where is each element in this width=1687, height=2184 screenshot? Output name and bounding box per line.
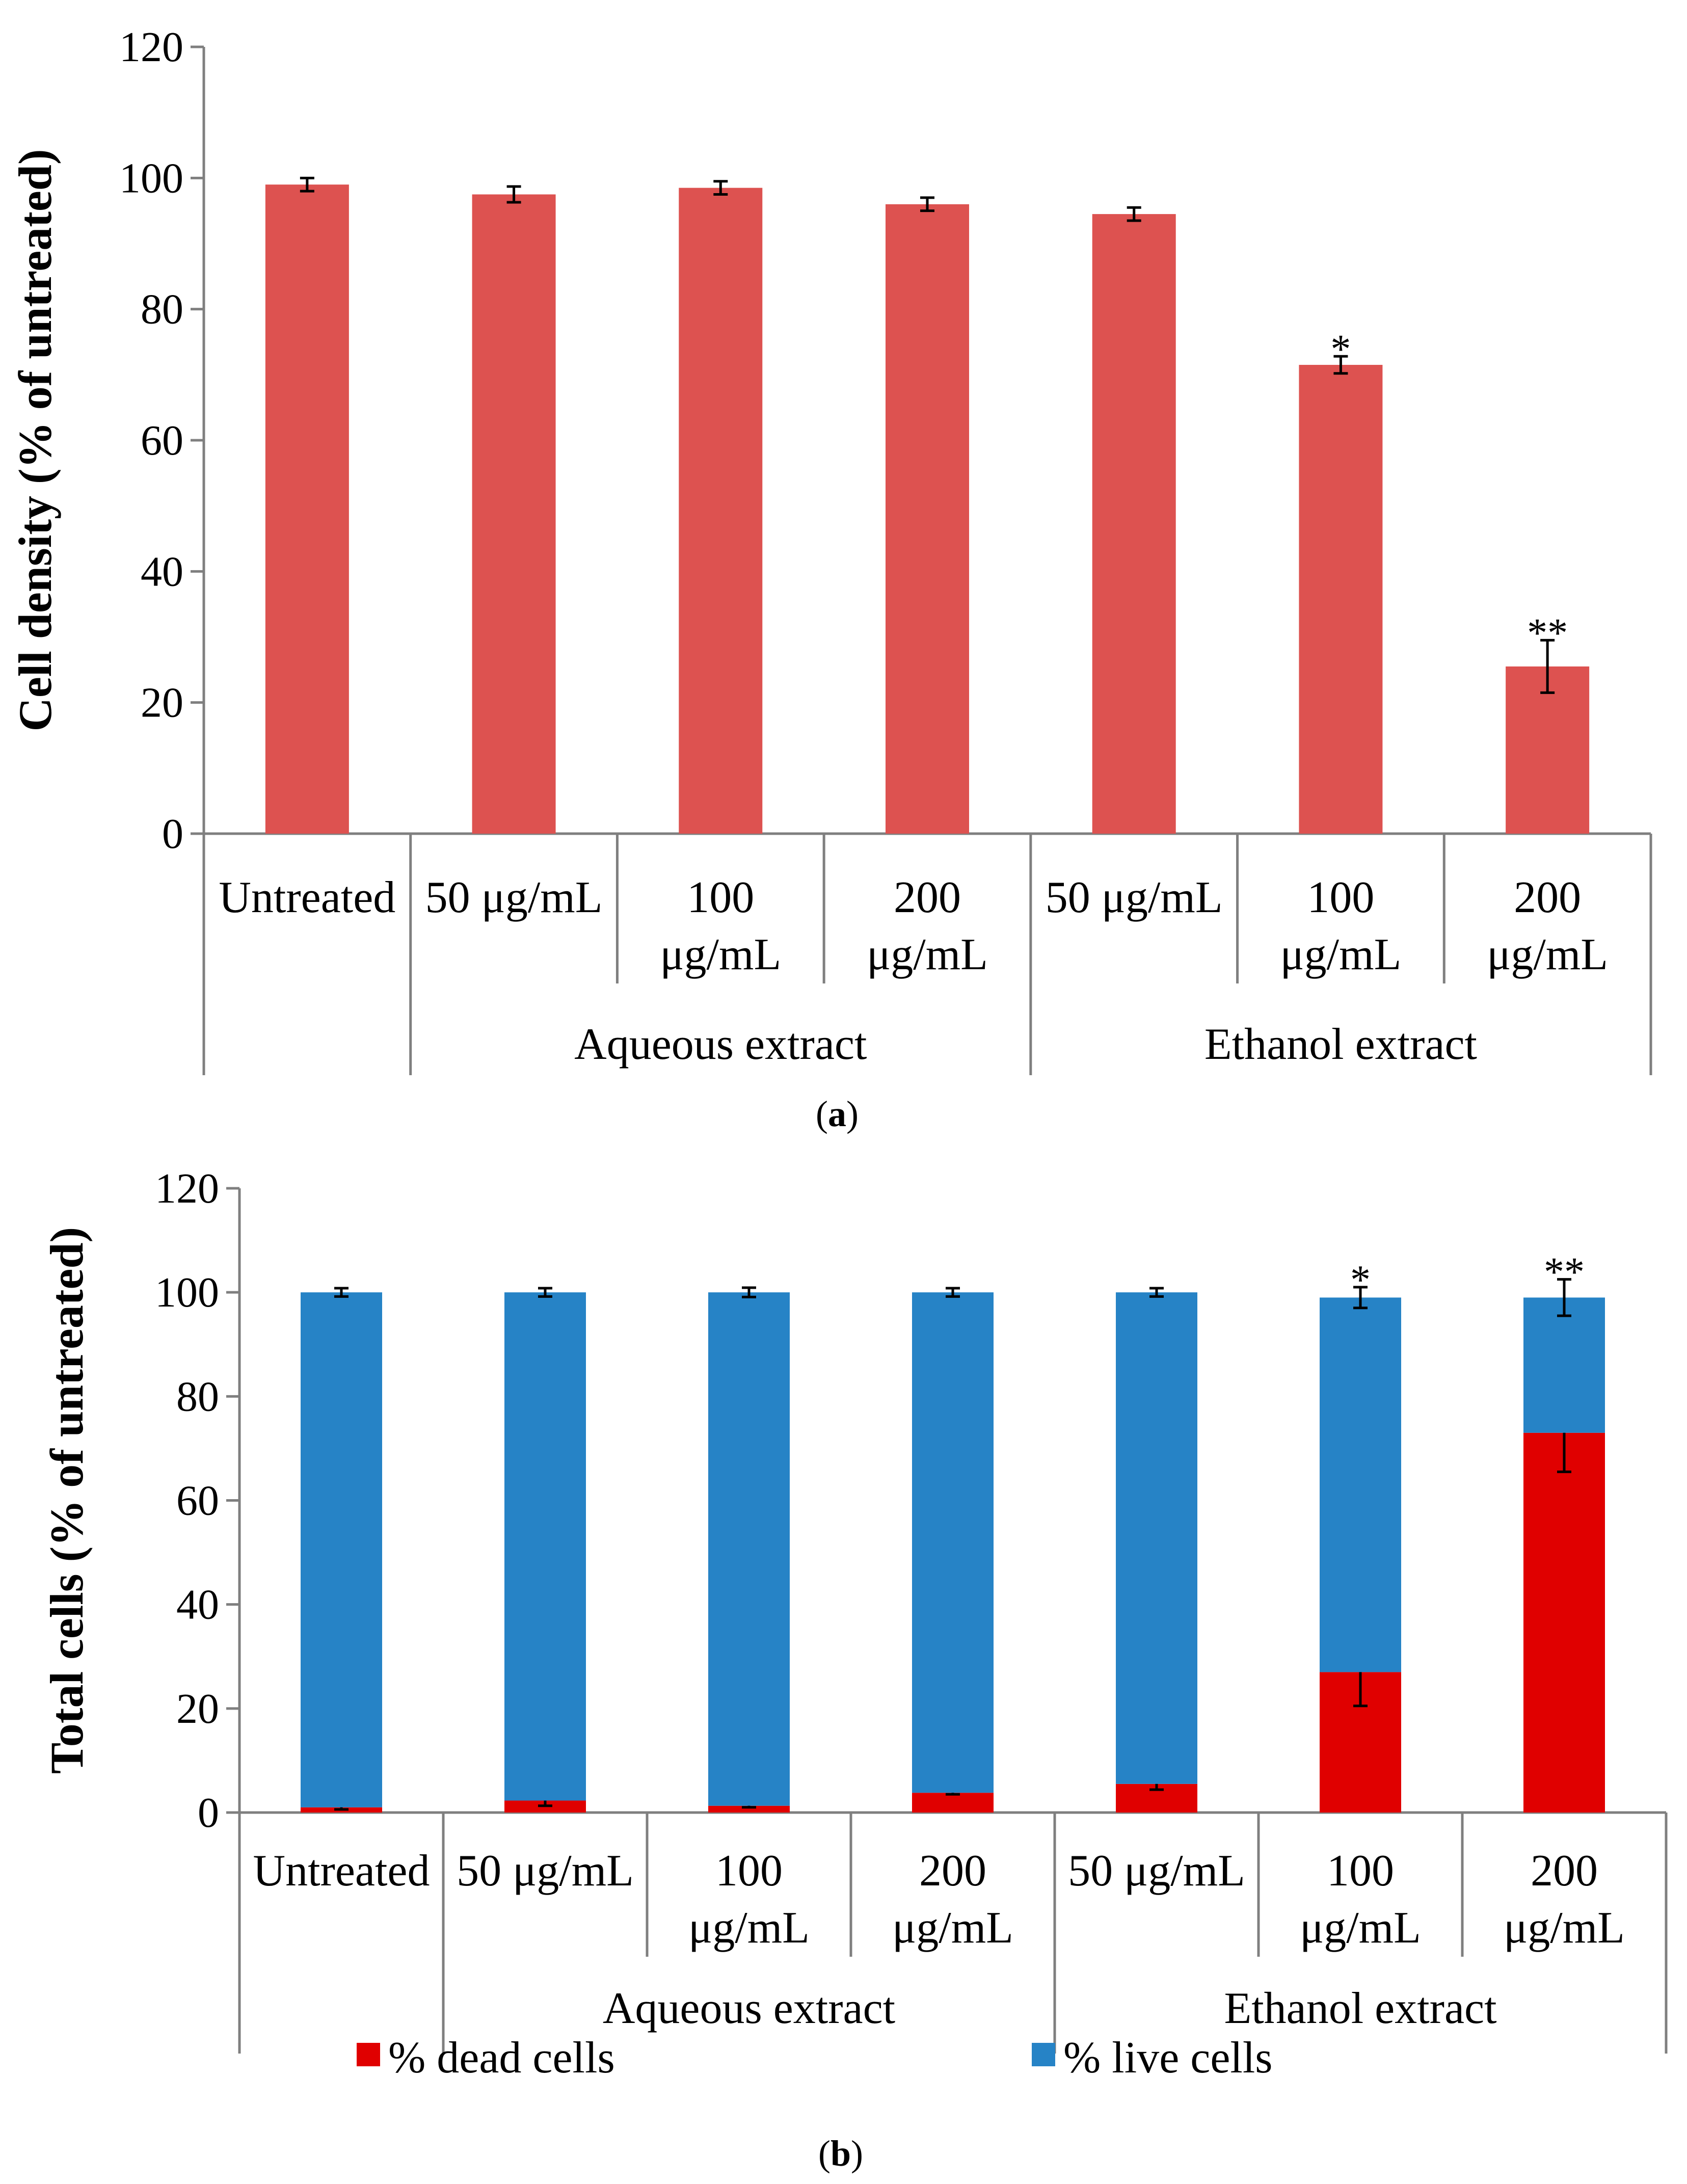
- chart-a-x-tick-label-line: μg/mL: [1487, 930, 1608, 979]
- chart-a-panel-paren: (: [816, 1094, 828, 1134]
- chart-b-x-tick-label-line: μg/mL: [688, 1903, 810, 1953]
- chart-b-legend-label: % dead cells: [388, 2033, 615, 2083]
- chart-a-panel-letter: a: [828, 1094, 846, 1134]
- chart-b-panel-letter: b: [831, 2133, 851, 2174]
- chart-b-significance-label: **: [1544, 1250, 1585, 1295]
- chart-b-bar: [301, 1292, 382, 1807]
- chart-b-bar: [1523, 1297, 1605, 1433]
- chart-a-x-tick-label-line: μg/mL: [867, 930, 988, 979]
- chart-a-y-tick-label: 100: [119, 154, 183, 202]
- chart-a-x-tick-label: 50 μg/mL: [1046, 873, 1223, 922]
- chart-b-y-tick-label: 100: [155, 1269, 219, 1316]
- chart-b-y-tick-label: 80: [176, 1373, 219, 1420]
- chart-b-bar: [504, 1292, 586, 1801]
- chart-b-x-tick-label-line: 200: [1531, 1846, 1598, 1896]
- chart-b-bar: [912, 1793, 994, 1813]
- chart-a-x-tick-label-line: 200: [1514, 873, 1581, 922]
- chart-b-y-tick-label: 40: [176, 1581, 219, 1629]
- chart-a-svg: 0 20 40 60 80 100 120 Cell density (% of untrea…: [9, 23, 1652, 1134]
- chart-b-panel-paren: (: [818, 2133, 831, 2174]
- chart-b-y-tick-label: 20: [176, 1685, 219, 1733]
- chart-a-x-tick-label-line: 50 μg/mL: [1046, 873, 1223, 922]
- chart-b-svg: 0 20 40 60 80 100 120 Total cells (% of untreat…: [41, 1165, 1668, 2174]
- chart-a-bar: [1092, 214, 1176, 834]
- chart-b-x-tick-label: 50 μg/mL: [457, 1846, 634, 1896]
- chart-a-x-tick-label-line: μg/mL: [660, 930, 781, 979]
- chart-a-x-tick-label: 200 μg/mL: [1487, 873, 1608, 979]
- chart-a-panel-paren: ): [846, 1094, 859, 1134]
- chart-b-legend-swatch: [357, 2043, 380, 2066]
- chart-b-group-label: Ethanol extract: [1224, 1984, 1496, 2033]
- chart-b-legend-swatch: [1032, 2043, 1055, 2066]
- chart-b-x-tick-label-line: Untreated: [253, 1846, 430, 1896]
- chart-b-bar: [1320, 1297, 1401, 1672]
- chart-b-x-tick-label: Untreated: [253, 1846, 430, 1896]
- chart-b-x-tick-label-line: 50 μg/mL: [1068, 1846, 1245, 1896]
- chart-a-significance-label: *: [1330, 327, 1351, 371]
- chart-b-legend-label: % live cells: [1063, 2033, 1273, 2083]
- chart-b-panel-label: (b): [818, 2133, 863, 2174]
- chart-a-bar: [886, 204, 969, 834]
- chart-b-x-tick-label-line: μg/mL: [1504, 1903, 1625, 1953]
- chart-b-x-tick-label-line: 100: [1327, 1846, 1394, 1896]
- chart-a-group-label: Aqueous extract: [574, 1020, 867, 1069]
- chart-a-y-tick-label: 40: [141, 548, 183, 595]
- chart-b-bar: [708, 1805, 790, 1813]
- chart-b-x-tick-label-line: μg/mL: [892, 1903, 1013, 1953]
- chart-b-bar: [912, 1292, 994, 1793]
- chart-a-x-tick-label-line: μg/mL: [1280, 930, 1402, 979]
- chart-a-x-tick-label-line: 50 μg/mL: [425, 873, 603, 922]
- chart-a-x-tick-label: 100 μg/mL: [660, 873, 781, 979]
- chart-b-y-tick-label: 120: [155, 1165, 219, 1212]
- chart-b: 0 20 40 60 80 100 120 Total cells (% of untreat…: [0, 1141, 1687, 2181]
- chart-b-y-axis-title: Total cells (% of untreated): [41, 1227, 93, 1774]
- chart-b-significance-label: *: [1350, 1258, 1371, 1302]
- chart-b-bar: [708, 1292, 790, 1806]
- chart-b-x-tick-label: 200 μg/mL: [1504, 1846, 1625, 1953]
- chart-a-bar: [1299, 365, 1383, 834]
- chart-a-y-tick-label: 120: [119, 23, 183, 71]
- chart-b-bar: [1116, 1292, 1197, 1784]
- chart-a-x-tick-label-line: 200: [894, 873, 961, 922]
- chart-a-x-tick-label-line: Untreated: [219, 873, 395, 922]
- chart-b-x-tick-label: 200 μg/mL: [892, 1846, 1013, 1953]
- chart-b-y-tick-label: 60: [176, 1477, 219, 1525]
- chart-b-x-tick-label-line: 100: [715, 1846, 783, 1896]
- chart-a-x-tick-label-line: 100: [1307, 873, 1374, 922]
- chart-a-x-tick-label-line: 100: [687, 873, 754, 922]
- chart-a-y-tick-label: 0: [162, 810, 183, 858]
- chart-a-x-tick-label: Untreated: [219, 873, 395, 922]
- chart-a-bar: [472, 194, 556, 834]
- chart-a-bar: [265, 184, 349, 834]
- chart-a-group-label: Ethanol extract: [1204, 1020, 1477, 1069]
- chart-a-x-tick-label: 100 μg/mL: [1280, 873, 1402, 979]
- chart-a-bar: [1506, 666, 1590, 834]
- chart-a-y-axis-title: Cell density (% of untreated): [9, 149, 61, 731]
- chart-a-y-tick-label: 20: [141, 679, 183, 727]
- chart-a-bar: [679, 188, 763, 834]
- chart-a-x-tick-label: 200 μg/mL: [867, 873, 988, 979]
- chart-b-group-label: Aqueous extract: [603, 1984, 895, 2033]
- chart-b-bar: [1523, 1432, 1605, 1813]
- chart-b-x-tick-label-line: 200: [919, 1846, 986, 1896]
- chart-a-x-tick-label: 50 μg/mL: [425, 873, 603, 922]
- chart-b-x-tick-label-line: 50 μg/mL: [457, 1846, 634, 1896]
- chart-b-y-tick-label: 0: [198, 1789, 219, 1836]
- chart-b-x-tick-label: 50 μg/mL: [1068, 1846, 1245, 1896]
- chart-b-panel-paren: ): [851, 2133, 863, 2174]
- chart-a-y-tick-label: 80: [141, 286, 183, 333]
- chart-a-significance-label: **: [1527, 610, 1568, 655]
- chart-b-x-tick-label: 100 μg/mL: [688, 1846, 810, 1953]
- chart-b-x-tick-label-line: μg/mL: [1300, 1903, 1421, 1953]
- chart-b-x-tick-label: 100 μg/mL: [1300, 1846, 1421, 1953]
- chart-a-y-tick-label: 60: [141, 417, 183, 464]
- chart-a-panel-label: (a): [816, 1094, 859, 1134]
- chart-a: 0 20 40 60 80 100 120 Cell density (% of untrea…: [9, 23, 1652, 1134]
